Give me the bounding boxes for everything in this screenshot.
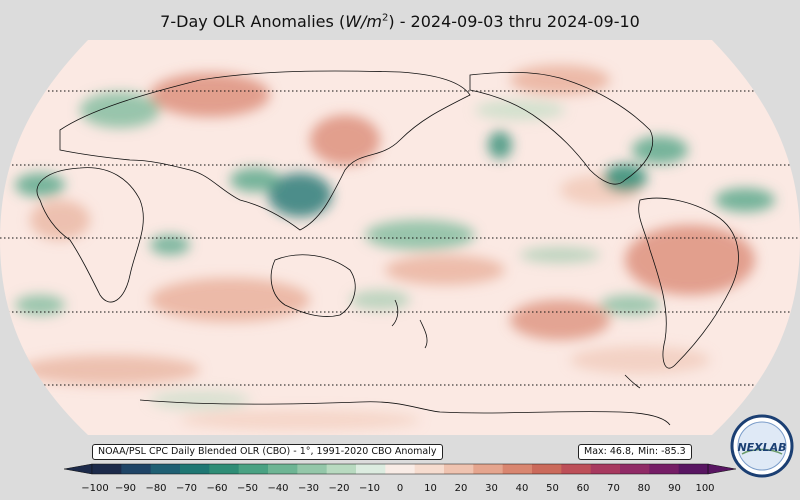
colorbar-tick-label: −10 [358, 483, 381, 494]
colorbar-tick-label: 40 [515, 483, 529, 494]
colorbar-tick-label: −70 [175, 483, 198, 494]
colorbar-tick-label: 100 [695, 483, 715, 494]
colorbar-segment [356, 464, 386, 474]
colorbar-frame [91, 463, 709, 475]
colorbar-tick-label: 0 [396, 483, 404, 494]
nexlab-logo: NEXLAB [730, 414, 794, 478]
colorbar-segment [209, 464, 240, 474]
colorbar-tick-label: 60 [576, 483, 590, 494]
map-title: 7-Day OLR Anomalies (W/m2) - 2024-09-03 … [160, 12, 640, 31]
colorbar-tick-labels: −100 −90 −80 −70 −60 −50 −40 −30 −20 −10 0 10 20 30 40… [0, 483, 800, 497]
colorbar-segment [620, 464, 650, 474]
colorbar-tick-label: 90 [668, 483, 681, 494]
latitude-gridlines [0, 90, 800, 386]
colorbar-segment [238, 464, 269, 474]
colorbar-tick-label: −100 [81, 483, 109, 494]
stats-label: Max: 46.8, Min: -85.3 [578, 444, 692, 460]
colorbar-segment [473, 464, 504, 474]
colorbar-segment [532, 464, 562, 474]
colorbar-segment [180, 464, 210, 474]
colorbar-tick-label: 20 [454, 483, 468, 494]
colorbar-segment [268, 464, 298, 474]
colorbar-tick-label: −30 [297, 483, 320, 494]
colorbar-tick-label: 30 [485, 483, 498, 494]
colorbar-segment [649, 464, 680, 474]
colorbar-tick-label: −60 [206, 483, 228, 494]
colorbar-segment [502, 464, 533, 474]
colorbar [63, 463, 737, 475]
data-source-label: NOAA/PSL CPC Daily Blended OLR (CBO) - 1… [92, 444, 443, 460]
colorbar-tick-label: 80 [637, 483, 651, 494]
colorbar-tick-label: −20 [328, 483, 350, 494]
colorbar-segment [326, 464, 357, 474]
anomaly-field [15, 65, 775, 430]
colorbar-segment [150, 464, 181, 474]
colorbar-tick-label: −40 [267, 483, 289, 494]
colorbar-segment [121, 464, 152, 474]
colorbar-segment [414, 464, 445, 474]
min-value: Min: -85.3 [638, 446, 686, 457]
colorbar-tick-label: −90 [114, 483, 137, 494]
colorbar-segment [92, 464, 122, 474]
colorbar-segment [385, 464, 416, 474]
colorbar-tick-label: 10 [424, 483, 437, 494]
coastlines [36, 70, 739, 426]
colorbar-segment [444, 464, 474, 474]
colorbar-segment [297, 464, 328, 474]
colorbar-segment [561, 464, 592, 474]
svg-text:NEXLAB: NEXLAB [737, 441, 786, 454]
colorbar-extend-low [63, 463, 93, 475]
colorbar-tick-label: 50 [546, 483, 559, 494]
colorbar-tick-label: −50 [236, 483, 259, 494]
colorbar-tick-label: −80 [145, 483, 167, 494]
colorbar-segment [590, 464, 621, 474]
max-value: Max: 46.8, [584, 446, 635, 457]
colorbar-tick-label: 70 [607, 483, 620, 494]
colorbar-segment [678, 464, 709, 474]
